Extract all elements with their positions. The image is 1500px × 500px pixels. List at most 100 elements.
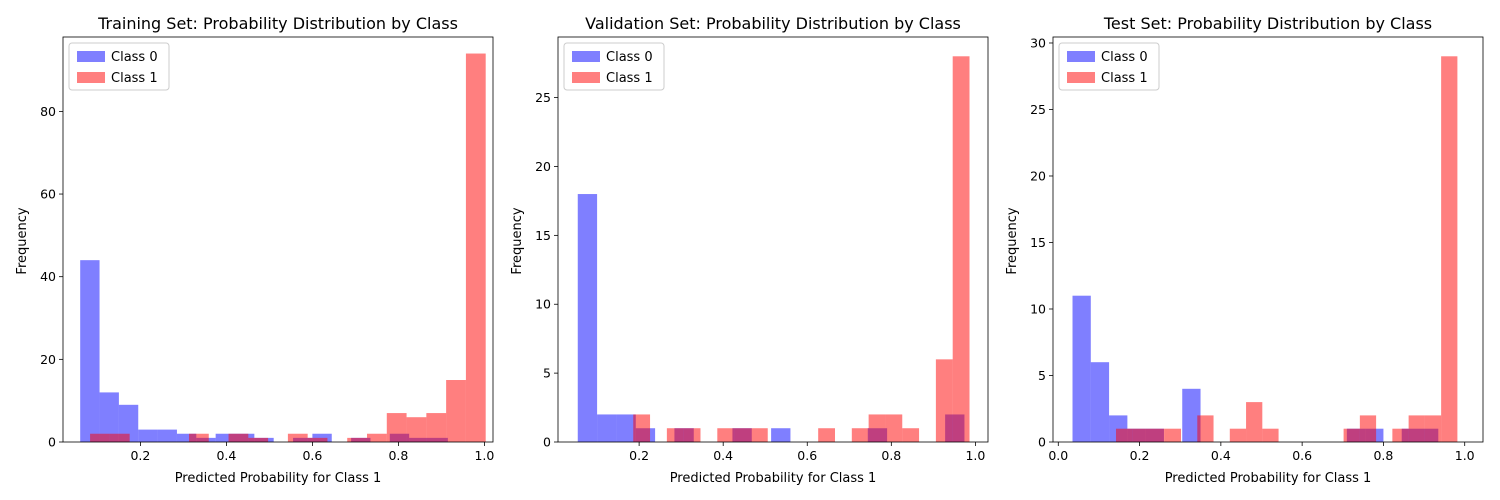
histogram-bar-class-1	[406, 417, 427, 442]
legend-label: Class 1	[606, 71, 653, 86]
axes-frame	[1052, 36, 1484, 443]
histogram-bar-class-0	[118, 404, 139, 442]
legend-label: Class 1	[111, 71, 158, 86]
histogram-bar-class-1	[446, 380, 466, 442]
legend-swatch	[572, 51, 600, 62]
x-axis-label: Predicted Probability for Class 1	[175, 471, 382, 486]
histogram-bar-class-1	[1408, 415, 1425, 442]
histogram-bar-class-0	[176, 433, 197, 442]
y-tick-label: 10	[1030, 301, 1046, 316]
y-tick-label: 20	[40, 352, 56, 367]
chart-title: Training Set: Probability Distribution b…	[97, 14, 458, 33]
y-tick-label: 10	[535, 297, 551, 312]
legend-swatch	[572, 72, 600, 83]
legend: Class 0 Class 1	[1058, 42, 1160, 91]
histogram-bar-class-1	[1441, 56, 1458, 443]
y-tick-label: 5	[543, 366, 551, 381]
x-tick-label: 0.8	[881, 448, 901, 463]
legend: Class 0 Class 1	[563, 42, 665, 91]
histogram-bar-class-1	[717, 428, 735, 442]
y-tick-label: 40	[40, 269, 56, 284]
subplot-validation: Validation Set: Probability Distribution…	[510, 14, 989, 486]
x-tick-label: 0.4	[216, 448, 236, 463]
histogram-bar-class-1	[1424, 415, 1442, 442]
histogram-bar-class-1	[952, 56, 970, 443]
histogram-bar-class-1	[347, 437, 368, 442]
histogram-bar-class-1	[109, 433, 130, 442]
histogram-bar-class-1	[935, 359, 953, 442]
x-tick-label: 1.0	[474, 448, 494, 463]
subplot-test: Test Set: Probability Distribution by Cl…	[1005, 14, 1484, 486]
histogram-bar-class-0	[80, 260, 100, 442]
histogram-bar-class-1	[1132, 428, 1149, 442]
histogram-bar-class-0	[1072, 295, 1091, 442]
legend-swatch	[1067, 51, 1095, 62]
x-tick-label: 0.6	[302, 448, 322, 463]
histogram-bar-class-1	[1164, 428, 1182, 442]
x-tick-label: 0.2	[1130, 448, 1150, 463]
histogram-bar-class-0	[1090, 362, 1110, 442]
legend-label: Class 0	[1101, 50, 1148, 65]
histogram-bar-class-1	[465, 53, 486, 443]
y-tick-label: 20	[535, 159, 551, 174]
x-tick-label: 0.6	[797, 448, 817, 463]
histogram-bar-class-1	[1148, 428, 1165, 442]
y-tick-label: 0	[48, 435, 56, 450]
histogram-bar-class-0	[99, 392, 119, 442]
y-axis-label: Frequency	[1005, 207, 1020, 274]
x-tick-label: 0.4	[713, 448, 733, 463]
histogram-bar-class-1	[287, 433, 308, 442]
legend-label: Class 1	[1101, 71, 1148, 86]
histogram-bar-class-0	[616, 414, 636, 442]
histogram-bar-class-1	[683, 428, 701, 442]
x-axis-label: Predicted Probability for Class 1	[1165, 471, 1372, 486]
histogram-bar-class-1	[666, 428, 684, 442]
histogram-bar-class-1	[750, 428, 768, 442]
histogram-bar-class-0	[771, 428, 791, 442]
histogram-bar-class-1	[885, 414, 903, 442]
y-axis-label: Frequency	[15, 207, 30, 274]
histogram-bar-class-0	[215, 433, 235, 442]
histogram-bar-class-1	[1197, 415, 1214, 442]
histogram-bar-class-0	[138, 429, 158, 442]
x-tick-label: 0.8	[1373, 448, 1393, 463]
x-tick-label: 0.2	[130, 448, 150, 463]
x-tick-label: 0.4	[1211, 448, 1231, 463]
histogram-bar-class-1	[1392, 428, 1409, 442]
legend-swatch	[1067, 72, 1095, 83]
histogram-bar-class-1	[426, 413, 447, 442]
y-tick-label: 15	[1030, 235, 1046, 250]
bars	[577, 56, 970, 443]
y-tick-label: 0	[543, 435, 551, 450]
legend: Class 0 Class 1	[68, 42, 170, 91]
x-tick-label: 1.0	[965, 448, 985, 463]
histogram-bar-class-1	[734, 428, 751, 442]
chart-title: Test Set: Probability Distribution by Cl…	[1103, 14, 1432, 33]
y-tick-label: 25	[1030, 102, 1046, 117]
y-axis-label: Frequency	[510, 207, 525, 274]
histogram-bar-class-1	[1115, 428, 1133, 442]
histogram-bar-class-1	[188, 433, 209, 442]
histogram-bar-class-1	[851, 428, 869, 442]
y-tick-label: 0	[1038, 435, 1046, 450]
histogram-bar-class-1	[307, 437, 328, 442]
histogram-bar-class-1	[1229, 428, 1247, 442]
histogram-bar-class-1	[367, 433, 387, 442]
histogram-bar-class-1	[90, 433, 110, 442]
histogram-bar-class-1	[633, 414, 651, 442]
y-tick-label: 30	[1030, 35, 1046, 50]
y-tick-label: 60	[40, 187, 56, 202]
histogram-bar-class-1	[868, 414, 886, 442]
x-tick-label: 0.8	[388, 448, 408, 463]
histogram-bar-class-1	[1359, 415, 1377, 442]
legend-label: Class 0	[111, 50, 158, 65]
legend-swatch	[77, 51, 105, 62]
histogram-bar-class-1	[248, 437, 269, 442]
bars	[80, 53, 486, 443]
x-tick-label: 0.0	[1048, 448, 1068, 463]
histogram-bar-class-1	[228, 433, 249, 442]
x-tick-label: 1.0	[1455, 448, 1475, 463]
y-tick-label: 25	[535, 90, 551, 105]
axes-frame	[62, 36, 494, 443]
